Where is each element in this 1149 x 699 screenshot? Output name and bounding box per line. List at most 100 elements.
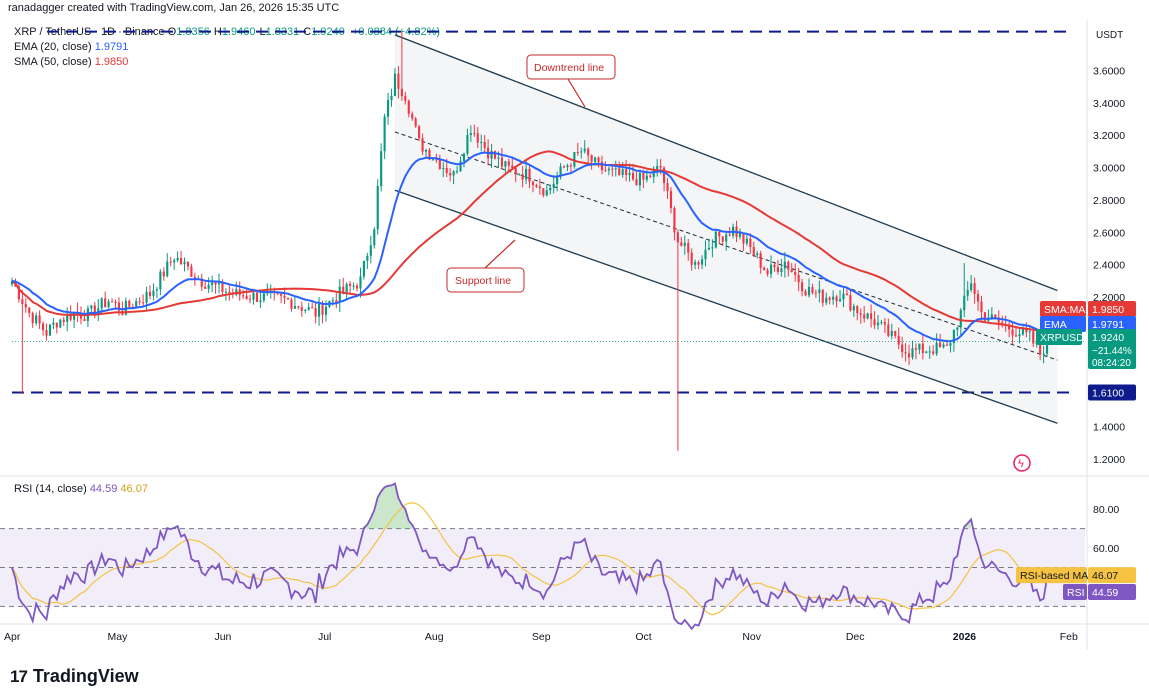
candle bbox=[17, 282, 20, 303]
candle-body bbox=[825, 297, 828, 303]
candle bbox=[383, 113, 386, 160]
candle-body bbox=[763, 267, 766, 271]
candle-body bbox=[93, 305, 96, 316]
downtrend-annotation: Downtrend line bbox=[526, 54, 616, 108]
rsi-overbought-fill bbox=[374, 497, 378, 529]
candle-body bbox=[711, 247, 714, 249]
candle-body bbox=[428, 149, 431, 160]
candle bbox=[293, 296, 296, 309]
candle-body bbox=[545, 190, 548, 196]
candle-body bbox=[352, 285, 355, 287]
candle bbox=[562, 165, 566, 169]
candle-body bbox=[245, 295, 248, 299]
candle bbox=[500, 148, 503, 170]
candle bbox=[304, 308, 307, 314]
candle-body bbox=[390, 95, 393, 101]
candle-body bbox=[687, 242, 690, 253]
candle-body bbox=[10, 280, 14, 285]
candle-body bbox=[283, 295, 286, 298]
ema-tag-bg bbox=[1040, 316, 1086, 332]
candle bbox=[680, 237, 683, 247]
candle-body bbox=[656, 166, 659, 170]
price-tick-label: 3.2000 bbox=[1093, 130, 1125, 142]
candle-body bbox=[438, 159, 441, 170]
rsi-tag: RSI bbox=[1063, 584, 1087, 601]
candle-body bbox=[745, 238, 748, 244]
candle bbox=[811, 283, 814, 295]
candle-body bbox=[866, 313, 869, 319]
candle-body bbox=[704, 249, 707, 260]
candle bbox=[749, 233, 752, 254]
candle bbox=[28, 307, 31, 318]
candle-body bbox=[642, 172, 645, 180]
ohlc-key-h: H bbox=[213, 26, 222, 38]
candle bbox=[669, 187, 673, 214]
candle-body bbox=[493, 150, 497, 159]
candle-body bbox=[921, 343, 924, 354]
candle-body bbox=[759, 253, 762, 268]
candle-body bbox=[186, 261, 190, 267]
candle bbox=[345, 282, 348, 299]
price-chart[interactable]: 3.6000 3.4000 3.2000 3.0000 2.8000 2.6000 2.40… bbox=[0, 0, 1149, 660]
candle-body bbox=[683, 242, 686, 246]
candle bbox=[138, 297, 141, 306]
candle-body bbox=[883, 322, 886, 325]
candle-body bbox=[887, 324, 890, 336]
candle-body bbox=[645, 175, 648, 180]
candle-body bbox=[680, 242, 683, 246]
level-badge: 1.6100 bbox=[1088, 384, 1136, 401]
candle-body bbox=[45, 330, 48, 336]
candle-body bbox=[773, 264, 776, 268]
candle bbox=[814, 289, 817, 298]
price-tick-label: 3.6000 bbox=[1093, 65, 1125, 77]
candle-body bbox=[300, 307, 303, 311]
candle-body bbox=[369, 245, 372, 256]
candle-body bbox=[942, 344, 945, 348]
candle bbox=[238, 281, 241, 301]
candle bbox=[204, 281, 207, 290]
candle bbox=[787, 260, 790, 277]
candle bbox=[745, 233, 748, 246]
candle-body bbox=[307, 307, 310, 310]
rsi-overbought-fill bbox=[384, 485, 389, 529]
candle-body bbox=[576, 152, 579, 154]
candle-body bbox=[814, 292, 817, 294]
candle bbox=[638, 169, 641, 191]
candle bbox=[635, 171, 638, 186]
time-tick-label: 2026 bbox=[953, 631, 977, 643]
candle bbox=[618, 161, 621, 176]
candle bbox=[152, 283, 155, 301]
candle bbox=[970, 275, 973, 293]
rsi-overbought-fill bbox=[401, 504, 406, 529]
candle-body bbox=[1025, 328, 1028, 333]
symbol-tag: XRPUSDT bbox=[1036, 329, 1091, 345]
candle-body bbox=[838, 299, 842, 302]
candle-body bbox=[963, 295, 966, 311]
candle-body bbox=[59, 319, 62, 328]
candle bbox=[838, 290, 842, 303]
candle bbox=[756, 250, 759, 259]
candle-body bbox=[594, 157, 597, 162]
candle-body bbox=[138, 301, 141, 303]
tv-flash-icon[interactable]: ϟ bbox=[1013, 454, 1031, 472]
candle bbox=[897, 327, 900, 350]
candle bbox=[145, 286, 148, 312]
candle-body bbox=[607, 168, 610, 171]
candle bbox=[842, 287, 845, 308]
candle bbox=[697, 260, 700, 270]
candle bbox=[24, 298, 27, 313]
candle-body bbox=[904, 352, 907, 354]
candle-body bbox=[383, 116, 386, 152]
candle-body bbox=[1014, 335, 1018, 337]
candle-body bbox=[894, 330, 897, 336]
candle-body bbox=[321, 303, 324, 315]
candle-body bbox=[173, 260, 176, 263]
candle bbox=[228, 285, 231, 301]
candle bbox=[452, 169, 455, 185]
candle-body bbox=[556, 176, 559, 184]
time-tick-label: Dec bbox=[846, 631, 865, 643]
candle-body bbox=[776, 267, 780, 272]
candle-body bbox=[342, 286, 345, 293]
candle bbox=[521, 166, 524, 188]
candle bbox=[907, 344, 911, 366]
